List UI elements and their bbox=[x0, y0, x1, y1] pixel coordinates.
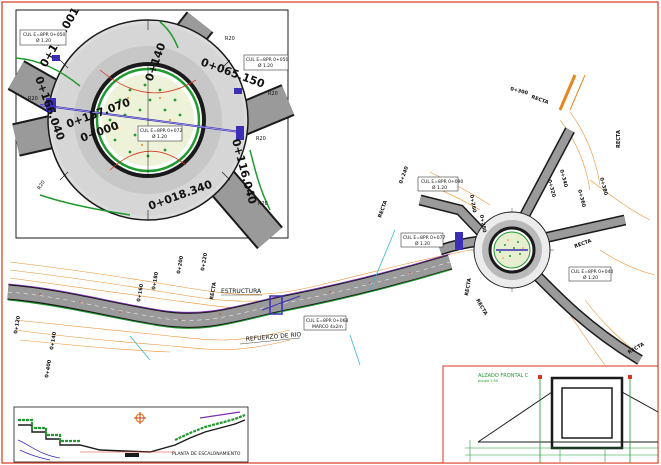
callout-line2: Ø 1.20 bbox=[432, 184, 447, 191]
recta-label: RECTA bbox=[464, 278, 473, 297]
callout-line1: CUL E=8PR 0+050 bbox=[23, 32, 65, 38]
callout-line2: Ø 1.20 bbox=[258, 62, 273, 69]
recta-label: RECTA bbox=[377, 200, 389, 219]
station-label: 0+240 bbox=[398, 165, 410, 185]
callout-line1: CUL E=8PR 0+040 bbox=[571, 269, 613, 275]
station-label: 0+280 bbox=[478, 214, 487, 233]
callout-box: CUL E=8PR 0+068 MARCO 4x2m bbox=[303, 315, 348, 331]
callout-line1: CUL E=8PR 0+068 bbox=[306, 318, 348, 324]
station-label: 0+120 bbox=[13, 315, 22, 334]
radius-label: R20 bbox=[37, 179, 47, 191]
station-label: 0+340 bbox=[558, 169, 569, 189]
callout-box: CUL E=8PR 0+040 Ø 1.20 bbox=[568, 266, 613, 282]
elevation-subtitle: escala 1:50 bbox=[478, 379, 498, 383]
station-label: 0+220 bbox=[200, 252, 209, 271]
radius-label: R20 bbox=[268, 91, 278, 97]
callout-line2: Ø 1.20 bbox=[36, 37, 51, 44]
station-label: 0+200 bbox=[176, 255, 185, 274]
radius-label: R20 bbox=[28, 96, 38, 102]
station-label: 0+180 bbox=[151, 271, 160, 290]
station-label: 0+140 bbox=[49, 331, 58, 350]
callout-line1: CUL E=8PR 0+050 bbox=[246, 57, 288, 63]
callout-box: CUL E=8PR 0+090 Ø 1.20 bbox=[417, 176, 463, 192]
recta-label: RECTA bbox=[530, 94, 549, 106]
recta-label: RECTA bbox=[616, 130, 622, 148]
roundabout-main bbox=[418, 74, 643, 365]
profile-inset: PLANTA DE ESCALONAMIENTO bbox=[13, 406, 249, 463]
station-label: 0+320 bbox=[546, 179, 557, 199]
callout-box: CUL E=8PR 0+077 Ø 1.20 bbox=[400, 232, 445, 248]
radius-label: R20 bbox=[256, 136, 266, 142]
station-labels: 0+120 0+140 0+160 0+180 0+200 0+220 0+24… bbox=[13, 86, 609, 378]
callout-line1: CUL E=8PR 0+090 bbox=[421, 179, 463, 185]
station-label: 0+360 bbox=[576, 189, 587, 209]
elevation-title: ALZADO FRONTAL C bbox=[478, 373, 529, 379]
main-alignment bbox=[7, 111, 656, 366]
station-label: 0+260 bbox=[468, 194, 477, 213]
elevation-inset: ALZADO FRONTAL C escala 1:50 bbox=[442, 365, 659, 464]
callout-line1: CUL E=8PR 0+077 bbox=[403, 235, 445, 241]
roundabout-detail-inset: 0+150.001 0+065.150 0+166.040 0+157.070 … bbox=[7, 5, 295, 250]
callout-box: CUL E=8PR 0+050 Ø 1.20 bbox=[19, 29, 67, 46]
station-label: 0+300 bbox=[509, 86, 529, 97]
callout-line1: CUL E=8PR 0+072 bbox=[140, 128, 182, 134]
structure-label: ESTRUCTURA bbox=[221, 288, 262, 295]
callout-line2: Ø 1.20 bbox=[583, 274, 598, 281]
radius-label: R20 bbox=[225, 36, 235, 42]
station-label: 0+400 bbox=[44, 359, 53, 378]
station-label: 0+160 bbox=[136, 283, 145, 302]
recta-label: RECTA bbox=[474, 298, 488, 317]
radius-label: R20 bbox=[258, 201, 268, 207]
station-label: 0+380 bbox=[598, 177, 609, 197]
callout-box: CUL E=8PR 0+050 Ø 1.20 bbox=[243, 54, 288, 71]
callouts-main: CUL E=8PR 0+090 Ø 1.20 CUL E=8PR 0+077 Ø… bbox=[303, 176, 613, 331]
callout-line2: MARCO 4x2m bbox=[312, 324, 343, 330]
callout-line2: Ø 1.20 bbox=[415, 240, 430, 247]
callout-box: CUL E=8PR 0+072 Ø 1.20 bbox=[137, 125, 182, 142]
callout-line2: Ø 1.20 bbox=[152, 133, 167, 140]
recta-label: RECTA bbox=[209, 282, 218, 301]
recta-label: RECTA bbox=[574, 238, 593, 250]
reforzado-label: REFUERZO DE RIO bbox=[246, 331, 302, 343]
profile-note: PLANTA DE ESCALONAMIENTO bbox=[172, 451, 241, 457]
